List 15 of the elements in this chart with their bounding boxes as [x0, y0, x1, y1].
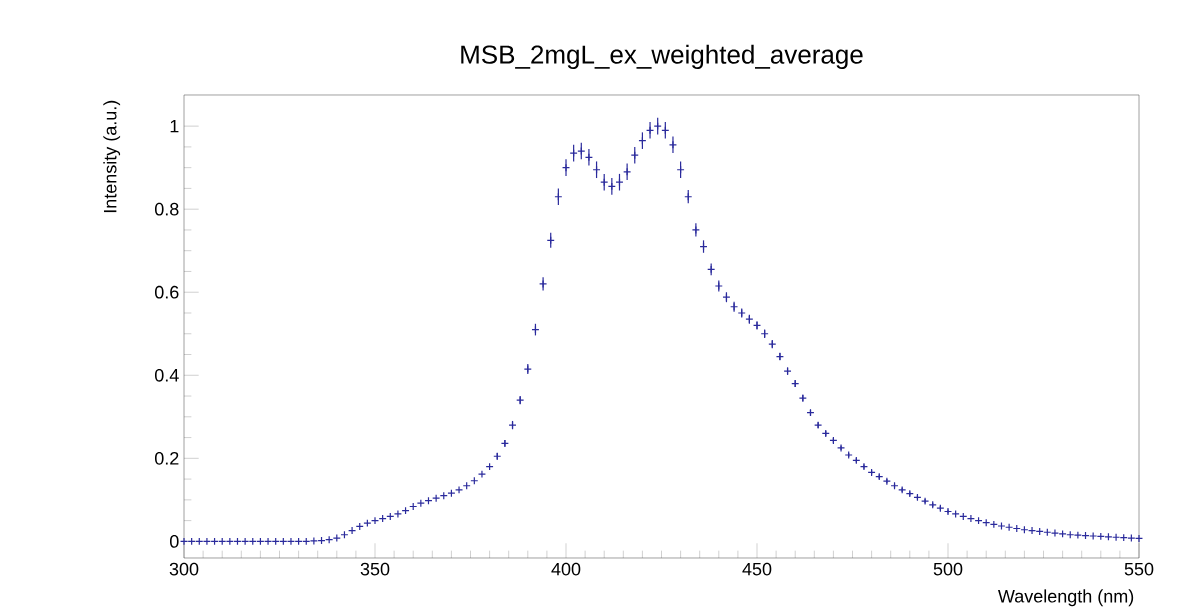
- x-tick-label: 300: [169, 562, 199, 576]
- x-tick-label: 400: [551, 562, 581, 576]
- y-tick-label: 1: [170, 119, 179, 133]
- y-axis-title: Intensity (a.u.): [103, 100, 121, 213]
- x-axis-title: Wavelength (nm): [997, 589, 1134, 607]
- x-tick-label: 550: [1124, 562, 1154, 576]
- chart-title: MSB_2mgL_ex_weighted_average: [461, 44, 863, 69]
- y-tick-label: 0.2: [154, 451, 179, 465]
- y-tick-label: 0.4: [154, 368, 179, 382]
- y-tick-label: 0: [170, 535, 179, 548]
- y-tick-label: 0.6: [154, 285, 179, 299]
- x-tick-label: 450: [742, 562, 772, 576]
- x-tick-label: 350: [360, 562, 390, 576]
- y-tick-label: 0.8: [154, 202, 179, 216]
- x-tick-label: 500: [933, 562, 963, 576]
